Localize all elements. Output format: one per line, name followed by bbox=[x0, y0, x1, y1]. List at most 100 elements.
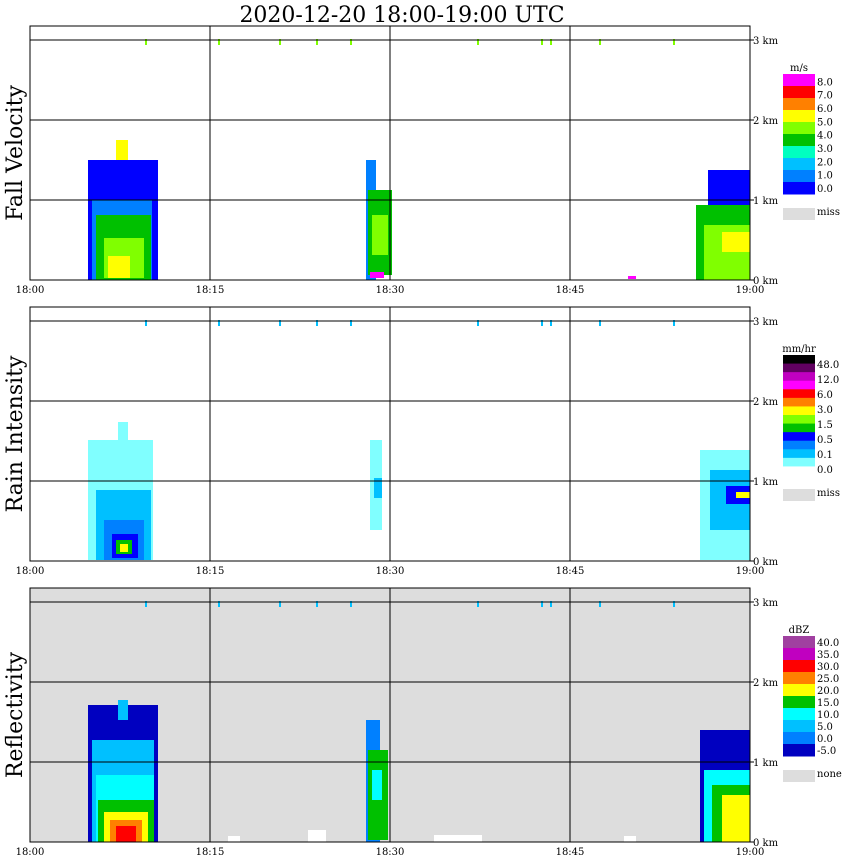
top-marker bbox=[279, 601, 281, 607]
legend-label: 10.0 bbox=[817, 710, 839, 721]
legend-swatch bbox=[783, 158, 815, 171]
legend-swatch bbox=[783, 182, 815, 195]
plot-frame bbox=[29, 587, 751, 843]
legend-label: 0.0 bbox=[817, 465, 833, 476]
legend-label: 4.0 bbox=[817, 131, 833, 142]
y-tick-label: 3 km bbox=[753, 598, 779, 609]
legend-label: 0.0 bbox=[817, 184, 833, 195]
legend-swatch bbox=[783, 660, 815, 673]
echo-cell bbox=[116, 826, 136, 842]
legend-label: 3.0 bbox=[817, 144, 833, 155]
top-marker bbox=[279, 39, 281, 45]
top-marker bbox=[279, 320, 281, 326]
panel-title: Fall Velocity bbox=[3, 85, 28, 221]
y-tick-label: 0 km bbox=[753, 557, 779, 568]
legend-miss-label: miss bbox=[817, 488, 840, 499]
x-tick-label: 18:45 bbox=[556, 285, 585, 296]
legend-label: 5.0 bbox=[817, 722, 833, 733]
legend-label: 20.0 bbox=[817, 686, 839, 697]
panel-title: Rain Intensity bbox=[3, 355, 28, 512]
legend-swatch bbox=[783, 672, 815, 685]
echo-cell bbox=[372, 215, 388, 255]
echo-cell bbox=[118, 422, 128, 440]
echo-cell bbox=[228, 836, 240, 842]
legend-swatch bbox=[783, 732, 815, 745]
top-marker bbox=[673, 39, 675, 45]
top-marker bbox=[477, 601, 479, 607]
y-tick-label: 1 km bbox=[753, 477, 779, 488]
legend-swatch bbox=[783, 74, 815, 87]
legend-label: 0.0 bbox=[817, 734, 833, 745]
legend-swatch bbox=[783, 355, 815, 365]
top-marker bbox=[673, 320, 675, 326]
plot-frame bbox=[29, 25, 751, 281]
legend-miss-label: miss bbox=[817, 207, 840, 218]
plot-frame bbox=[29, 306, 751, 562]
legend-swatch bbox=[783, 708, 815, 721]
top-marker bbox=[541, 601, 543, 607]
y-tick-label: 3 km bbox=[753, 36, 779, 47]
top-marker bbox=[550, 601, 552, 607]
top-marker bbox=[218, 601, 220, 607]
top-marker bbox=[350, 601, 352, 607]
x-tick-label: 19:00 bbox=[736, 566, 765, 577]
legend-unit: mm/hr bbox=[782, 344, 816, 355]
legend-label: 25.0 bbox=[817, 674, 839, 685]
legend-label: 1.0 bbox=[817, 171, 833, 182]
legend-swatch bbox=[783, 636, 815, 649]
legend-swatch bbox=[783, 98, 815, 111]
legend-label: 35.0 bbox=[817, 650, 839, 661]
echo-cell bbox=[628, 276, 636, 279]
legend-label: 7.0 bbox=[817, 91, 833, 102]
legend-label: -5.0 bbox=[817, 746, 836, 757]
top-marker bbox=[316, 320, 318, 326]
legend-swatch bbox=[783, 415, 815, 425]
legend-swatch bbox=[783, 440, 815, 450]
legend-swatch bbox=[783, 648, 815, 661]
x-tick-label: 18:15 bbox=[196, 285, 225, 296]
legend-swatch bbox=[783, 170, 815, 183]
legend-swatch bbox=[783, 134, 815, 147]
legend-miss-swatch bbox=[783, 489, 815, 501]
top-marker bbox=[541, 39, 543, 45]
legend-label: 6.0 bbox=[817, 390, 833, 401]
legend-swatch bbox=[783, 397, 815, 407]
y-tick-label: 3 km bbox=[753, 317, 779, 328]
legend-swatch bbox=[783, 457, 815, 467]
legend-label: 0.5 bbox=[817, 435, 833, 446]
panel-fall-velocity: 0 km 1 km 2 km 3 km 18:00 18:15 18:30 18:45 19:0… bbox=[3, 25, 840, 296]
top-marker bbox=[550, 320, 552, 326]
legend-swatch bbox=[783, 110, 815, 123]
legend-swatch bbox=[783, 466, 815, 476]
echo-cell bbox=[624, 836, 636, 842]
legend-label: 48.0 bbox=[817, 360, 839, 371]
legend-label: 3.0 bbox=[817, 405, 833, 416]
top-marker bbox=[145, 39, 147, 45]
legend-label: 15.0 bbox=[817, 698, 839, 709]
legend-swatch bbox=[783, 684, 815, 697]
legend-swatch bbox=[783, 432, 815, 442]
echo-cell bbox=[374, 478, 382, 498]
legend-label: 2.0 bbox=[817, 157, 833, 168]
top-marker bbox=[218, 320, 220, 326]
echo-cell bbox=[120, 544, 128, 552]
top-marker bbox=[599, 39, 601, 45]
top-marker bbox=[316, 39, 318, 45]
legend-unit: dBZ bbox=[789, 625, 810, 636]
legend-swatch bbox=[783, 389, 815, 399]
top-marker bbox=[550, 39, 552, 45]
legend-miss-swatch bbox=[783, 770, 815, 782]
legend-swatch bbox=[783, 146, 815, 159]
echo-cell bbox=[434, 835, 482, 842]
top-marker bbox=[145, 601, 147, 607]
y-tick-label: 0 km bbox=[753, 276, 779, 287]
legend-swatch bbox=[783, 363, 815, 373]
legend-swatch bbox=[783, 380, 815, 390]
legend-swatch bbox=[783, 449, 815, 459]
legend-label: 5.0 bbox=[817, 117, 833, 128]
legend-swatch bbox=[783, 423, 815, 433]
figure-title: 2020-12-20 18:00-19:00 UTC bbox=[239, 3, 564, 28]
x-tick-label: 18:15 bbox=[196, 847, 225, 858]
legend-swatch bbox=[783, 122, 815, 135]
x-tick-label: 18:45 bbox=[556, 847, 585, 858]
